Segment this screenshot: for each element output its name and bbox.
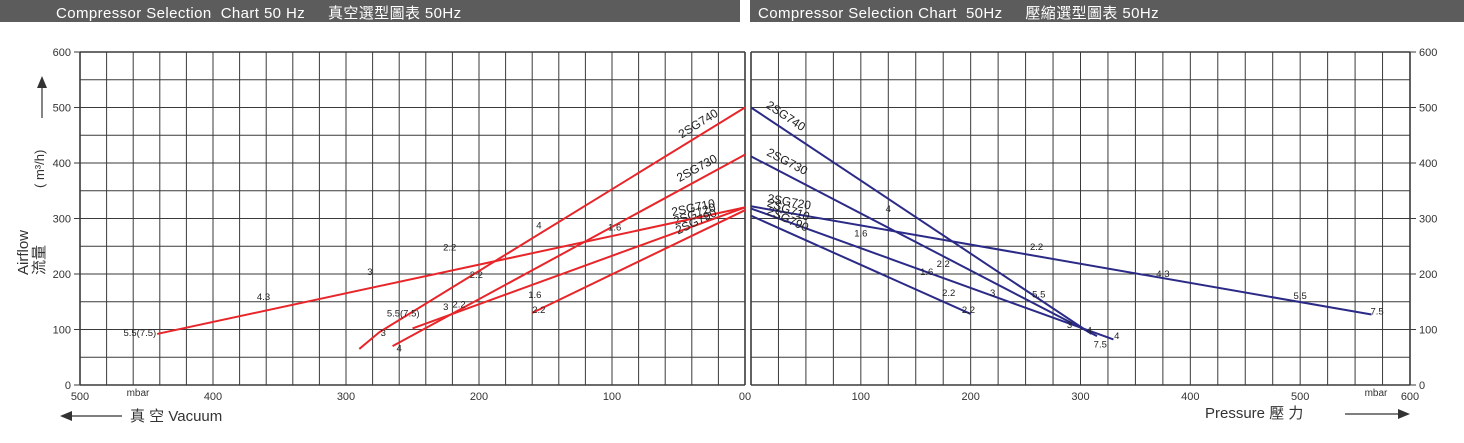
power-label: 4 [1114, 331, 1119, 342]
x-tick-label-left: 400 [204, 391, 222, 403]
left-axis-title: 真 空 Vacuum [130, 407, 222, 425]
series-line-2sg720 [750, 205, 1372, 316]
x-tick-label-left: 500 [71, 391, 89, 403]
x-tick-label-right: 500 [1291, 391, 1309, 403]
y-tick-label-right: 100 [1419, 325, 1437, 337]
power-label: 2.2 [470, 270, 483, 281]
power-label: 2.2 [1030, 242, 1043, 253]
power-label: 7.5 [1370, 307, 1383, 318]
x-tick-label-left: 100 [603, 391, 621, 403]
x-tick-label-right: 400 [1181, 391, 1199, 403]
right-axis-title: Pressure 壓 力 [1205, 405, 1303, 422]
y-tick-label-right: 300 [1419, 214, 1437, 226]
left-arrow-icon [60, 411, 72, 421]
power-label: 7.5 [1094, 339, 1107, 350]
power-label: 2.2 [962, 305, 975, 316]
series-line-2sg740 [358, 106, 746, 350]
power-label: 2.2 [937, 259, 950, 270]
y-tick-label-left: 400 [53, 158, 71, 170]
power-label: 2.2 [452, 299, 465, 310]
y-tick-label-right: 500 [1419, 103, 1437, 115]
power-label: 3 [381, 328, 386, 339]
power-label: 4 [886, 204, 891, 215]
right-chart-title: Compressor Selection Chart 50Hz 壓縮選型圖表 5… [758, 5, 1159, 22]
series-line-2sg790 [531, 209, 746, 314]
power-label: 1.6 [608, 223, 621, 234]
power-label: 2.2 [942, 288, 955, 299]
x-tick-label-right: 100 [852, 391, 870, 403]
power-label: 3 [367, 267, 372, 278]
series-line-2sg710 [750, 207, 1114, 341]
power-label: 5.5(7.5) [123, 328, 156, 339]
y-axis-title: Airflow [15, 230, 32, 275]
x-tick-label-right: 200 [961, 391, 979, 403]
power-label: 4.3 [257, 292, 270, 303]
right-header-bar: Compressor Selection Chart 50Hz 壓縮選型圖表 5… [750, 0, 1464, 22]
power-label: 3 [1067, 320, 1072, 331]
power-label: 5.5 [1032, 289, 1045, 300]
y-tick-label-right: 0 [1419, 380, 1425, 392]
x-tick-label-right: 300 [1071, 391, 1089, 403]
y-tick-label-left: 100 [53, 325, 71, 337]
left-unit-label: mbar [127, 388, 150, 399]
series-line-2sg710 [156, 206, 746, 335]
series-line-2sg740 [750, 106, 1093, 335]
series-line-2sg790 [750, 214, 972, 315]
y-tick-label-left: 500 [53, 103, 71, 115]
y-tick-label-right: 200 [1419, 269, 1437, 281]
power-label: 4.3 [1156, 269, 1169, 280]
power-label: 5.5(7.5) [387, 309, 420, 320]
left-header-bar: Compressor Selection Chart 50 Hz 真空選型圖表 … [0, 0, 740, 22]
right-arrow-icon [1398, 409, 1410, 419]
power-label: 1.6 [528, 290, 541, 301]
y-tick-label-left: 600 [53, 47, 71, 59]
series-line-2sg720 [412, 206, 746, 330]
right-unit-label: mbar [1365, 388, 1388, 399]
power-label: 1.6 [854, 228, 867, 239]
y-tick-label-left: 200 [53, 269, 71, 281]
series-line-2sg730 [750, 155, 1098, 338]
y-tick-label-left: 300 [53, 214, 71, 226]
series-name-2sg740: 2SG740 [764, 98, 809, 134]
left-chart-title: Compressor Selection Chart 50 Hz 真空選型圖表 … [56, 5, 462, 22]
power-label: 3 [990, 288, 995, 299]
power-label: 5.5 [1294, 291, 1307, 302]
x-tick-label-left: 300 [337, 391, 355, 403]
power-label: 4 [1087, 325, 1092, 336]
power-label: 4 [536, 220, 541, 231]
power-label: 1.6 [920, 267, 933, 278]
y-tick-label-right: 600 [1419, 47, 1437, 59]
y-tick-label-right: 400 [1419, 158, 1437, 170]
y-axis-unit: ( m³/h) [32, 150, 47, 188]
power-label: 2.2 [532, 305, 545, 316]
x-tick-label-right: 600 [1401, 391, 1419, 403]
power-label: 3 [443, 302, 448, 313]
y-tick-label-left: 0 [65, 380, 71, 392]
x-tick-label-left: 00 [739, 391, 751, 403]
series-name-2sg730: 2SG730 [764, 145, 810, 178]
up-arrow-icon [37, 76, 47, 88]
power-label: 4 [397, 344, 402, 355]
power-label: 2.2 [443, 243, 456, 254]
x-tick-label-left: 200 [470, 391, 488, 403]
y-axis-title-zh: 流量 [31, 245, 48, 275]
